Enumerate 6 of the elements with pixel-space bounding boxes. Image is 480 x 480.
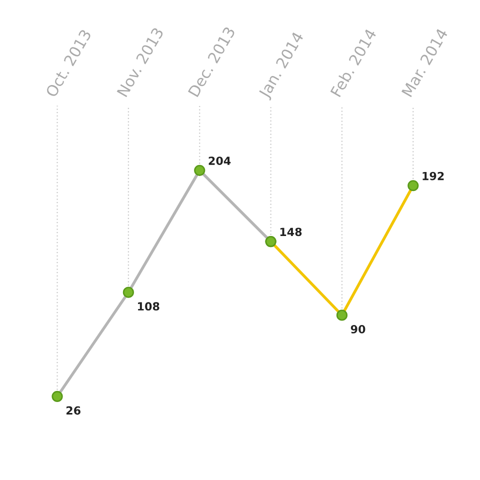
data-label: 26 [66, 406, 80, 415]
data-label: 90 [350, 325, 366, 334]
data-label: 204 [208, 156, 231, 165]
data-label: 192 [422, 172, 444, 180]
data-label: 148 [280, 228, 302, 236]
data-label: 108 [138, 302, 160, 311]
